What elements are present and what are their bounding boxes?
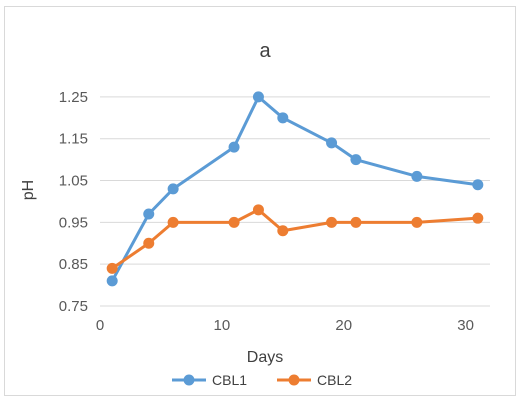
legend-label: CBL2 [317,372,352,388]
series-line [111,208,478,270]
data-point [143,208,155,220]
legend-label: CBL1 [212,372,247,388]
data-point [326,216,338,228]
y-tick-label: 0.95 [59,214,88,231]
y-axis-title: pH [20,180,37,200]
x-tick-label: 20 [335,317,352,334]
data-point [350,154,362,166]
series-CBL1 [106,91,484,287]
data-point [167,183,179,195]
data-point [143,237,155,249]
series-CBL2 [106,204,484,274]
legend-item-CBL2: CBL2 [277,372,352,388]
y-tick-label: 1.15 [59,131,88,148]
y-tick-label: 1.05 [59,173,88,190]
series-line [110,95,479,282]
series-layer [106,91,484,287]
data-point [277,112,289,124]
y-tick-label: 0.85 [59,256,88,273]
x-tick-label: 10 [214,317,231,334]
x-axis-title: Days [247,349,283,366]
gridlines [100,96,490,307]
legend-item-CBL1: CBL1 [172,372,247,388]
data-point [252,204,264,216]
legend-marker [183,374,195,386]
data-point [106,275,118,287]
y-tick-label: 1.25 [59,89,88,106]
data-point [326,137,338,149]
axes: 0.75 0.85 0.95 1.05 1.15 1.25 0 10 20 30 [59,89,474,334]
data-point [106,262,118,274]
x-tick-label: 0 [96,317,104,334]
data-point [228,216,240,228]
y-tick-label: 0.75 [59,298,88,315]
data-point [472,212,484,224]
chart-title: a [259,40,271,62]
data-point [228,141,240,153]
data-point [411,170,423,182]
data-point [350,216,362,228]
chart-frame [4,6,516,396]
legend: CBL1 CBL2 [172,372,352,388]
data-point [411,216,423,228]
legend-marker [288,374,300,386]
data-point [277,225,289,237]
x-tick-label: 30 [457,317,474,334]
data-point [167,216,179,228]
data-point [472,179,484,191]
data-point [252,91,264,103]
